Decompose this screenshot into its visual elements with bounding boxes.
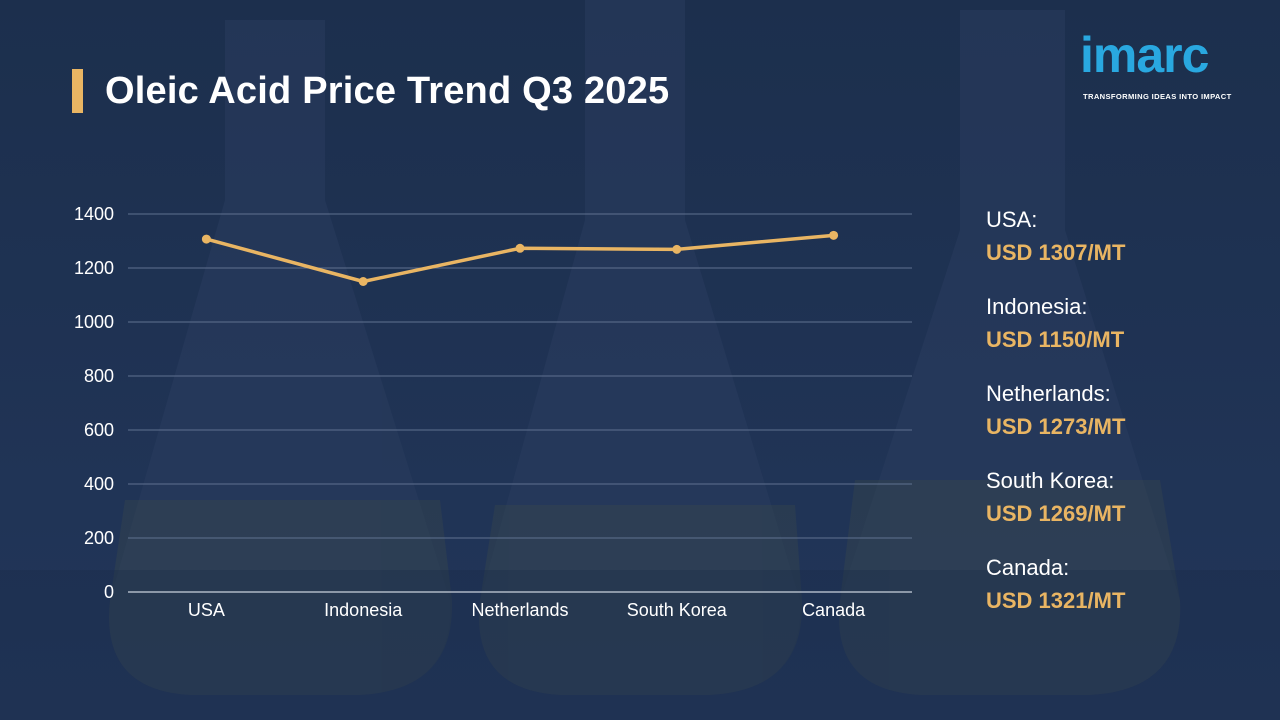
legend-price-value: USD 1321/MT xyxy=(986,588,1126,613)
legend-country: Canada: xyxy=(986,555,1070,580)
legend-item: Netherlands: USD 1273/MT xyxy=(986,380,1256,467)
x-tick-label: South Korea xyxy=(627,600,728,620)
legend-item: Canada: USD 1321/MT xyxy=(986,554,1256,641)
y-tick-label: 1200 xyxy=(74,258,114,278)
title-block: Oleic Acid Price Trend Q3 2025 xyxy=(72,66,669,116)
legend-price-value: USD 1269/MT xyxy=(986,501,1126,526)
series-line xyxy=(204,233,836,284)
y-tick-label: 1400 xyxy=(74,204,114,224)
legend-country: Netherlands: xyxy=(986,381,1111,406)
legend-item: Indonesia: USD 1150/MT xyxy=(986,293,1256,380)
data-point xyxy=(515,243,525,253)
legend-item: South Korea: USD 1269/MT xyxy=(986,467,1256,554)
y-tick-label: 200 xyxy=(84,528,114,548)
x-tick-label: Indonesia xyxy=(324,600,403,620)
y-tick-label: 400 xyxy=(84,474,114,494)
page-title: Oleic Acid Price Trend Q3 2025 xyxy=(105,69,670,112)
legend-item: USA: USD 1307/MT xyxy=(986,206,1256,293)
data-point xyxy=(358,277,368,286)
x-tick-label: USA xyxy=(188,600,225,620)
legend-price-value: USD 1307/MT xyxy=(986,240,1126,265)
imarc-logo: imarc TRANSFORMING IDEAS INTO IMPACT xyxy=(1080,30,1250,102)
x-tick-label: Netherlands xyxy=(471,600,568,620)
x-tick-label: Canada xyxy=(802,600,866,620)
y-tick-label: 0 xyxy=(104,582,114,602)
price-legend: USA: USD 1307/MT Indonesia: USD 1150/MT Neth… xyxy=(986,206,1256,641)
legend-country: South Korea: xyxy=(986,468,1115,493)
data-point xyxy=(829,230,839,240)
y-tick-label: 1000 xyxy=(74,312,114,332)
data-point xyxy=(672,244,682,254)
legend-price-value: USD 1273/MT xyxy=(986,414,1126,439)
data-point xyxy=(201,234,211,244)
y-tick-label: 600 xyxy=(84,420,114,440)
y-tick-label: 800 xyxy=(84,366,114,386)
logo-tagline: TRANSFORMING IDEAS INTO IMPACT xyxy=(1083,92,1232,101)
legend-country: USA: xyxy=(986,207,1038,232)
title-accent-bar xyxy=(72,69,83,113)
logo-wordmark: imarc xyxy=(1080,27,1209,83)
legend-price-value: USD 1150/MT xyxy=(986,327,1125,352)
legend-country: Indonesia: xyxy=(986,294,1088,319)
